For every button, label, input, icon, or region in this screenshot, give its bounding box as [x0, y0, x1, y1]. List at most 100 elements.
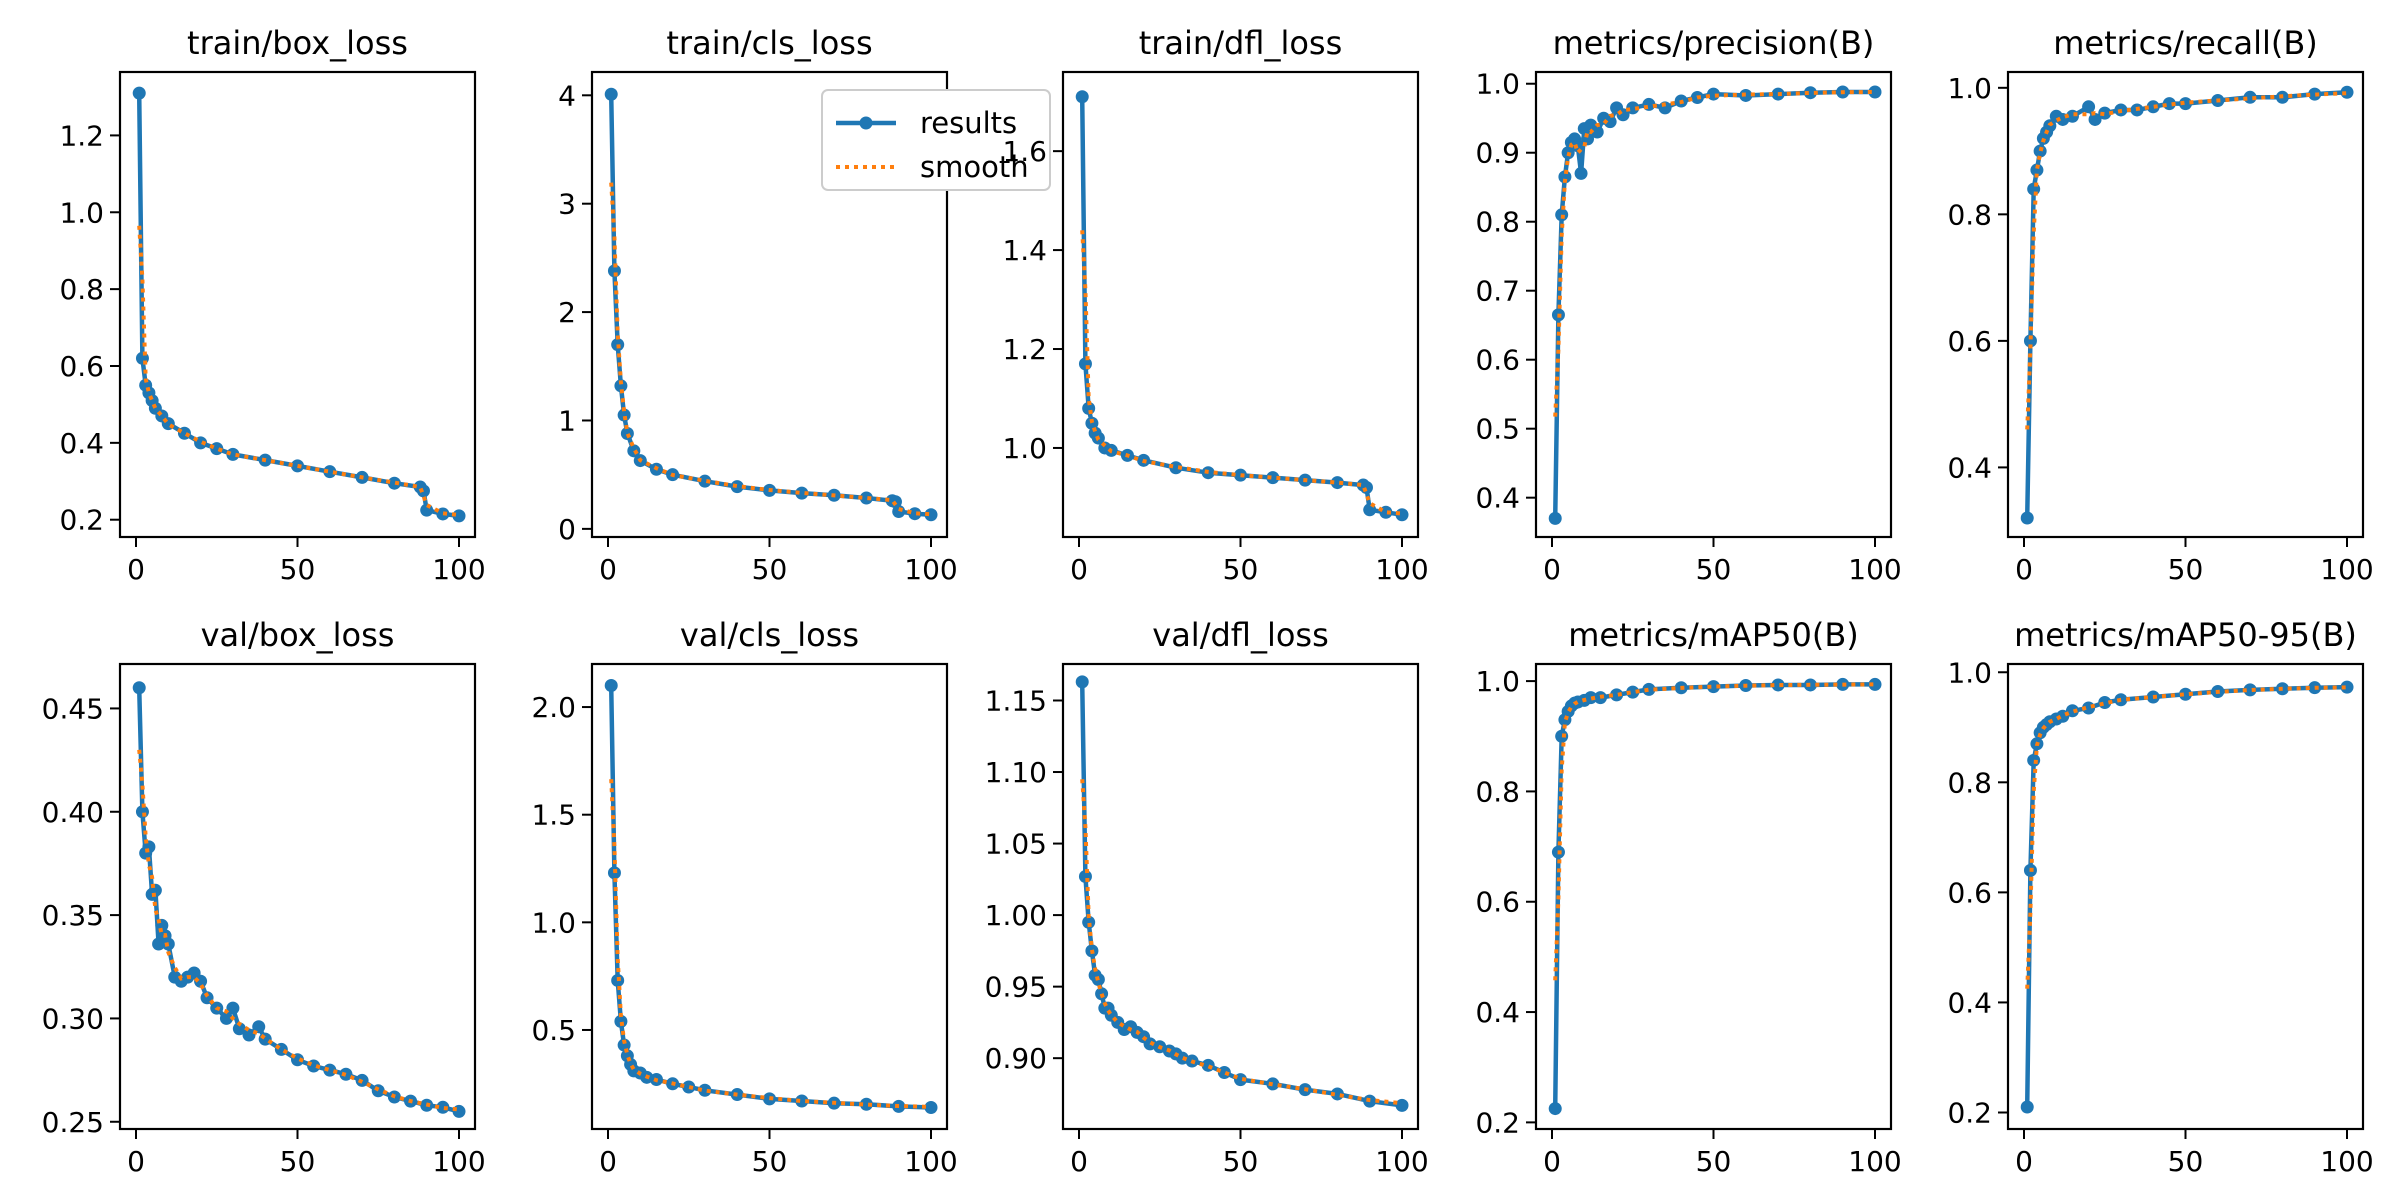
- plot-data-area: [1548, 677, 1882, 1116]
- x-tick-label: 0: [599, 553, 617, 586]
- x-tick-label: 0: [127, 553, 145, 586]
- plot-data-area: [604, 679, 938, 1114]
- subplot-6: val/box_loss 0 50 100 0.25 0.30 0.35 0.40 0.45: [42, 616, 486, 1178]
- smooth-line: [609, 779, 932, 1109]
- results-line: [136, 685, 462, 1114]
- y-tick-label: 1.05: [985, 828, 1047, 861]
- plot-title: val/dfl_loss: [1152, 616, 1329, 654]
- results-point: [1584, 691, 1598, 705]
- results-point: [795, 1094, 809, 1108]
- y-tick-label: 1.0: [1947, 72, 1992, 105]
- x-tick-label: 50: [1696, 1145, 1732, 1178]
- results-point: [795, 486, 809, 500]
- y-tick-label: 0.9: [1475, 137, 1520, 170]
- results-point: [132, 86, 146, 100]
- legend-smooth-label: smooth: [920, 150, 1029, 184]
- results-point: [2098, 106, 2112, 120]
- results-point: [682, 1080, 696, 1094]
- results-point: [614, 1014, 628, 1028]
- results-point: [252, 1020, 266, 1034]
- results-point: [2030, 163, 2044, 177]
- axes-frame: [2006, 662, 2365, 1131]
- x-tick-label: 50: [2168, 553, 2204, 586]
- plot-title: metrics/mAP50(B): [1568, 616, 1859, 654]
- results-point: [2027, 753, 2041, 767]
- legend-results-label: results: [920, 106, 1017, 140]
- y-tick-label: 0.5: [531, 1014, 576, 1047]
- results-point: [892, 505, 906, 519]
- results-point: [2146, 100, 2160, 114]
- y-tick-label: 0.6: [1947, 876, 1992, 909]
- x-tick-label: 0: [1070, 1145, 1088, 1178]
- smooth-line: [2025, 91, 2348, 430]
- results-point: [2033, 144, 2047, 158]
- x-tick-label: 50: [752, 553, 788, 586]
- plot-data-area: [604, 87, 938, 522]
- results-point: [2027, 182, 2041, 196]
- y-tick-label: 4: [558, 79, 576, 112]
- plot-data-area: [2020, 85, 2354, 525]
- results-line: [2024, 89, 2350, 521]
- x-tick-label: 0: [1543, 1145, 1561, 1178]
- smooth-line: [1080, 230, 1403, 516]
- smooth-line: [1553, 90, 1876, 417]
- results-point: [323, 1063, 337, 1077]
- axes-frame: [590, 70, 949, 539]
- y-tick-label: 0.6: [1947, 325, 1992, 358]
- x-tick-label: 0: [599, 1145, 617, 1178]
- plot-title: train/box_loss: [187, 24, 408, 62]
- results-point: [1082, 915, 1096, 929]
- results-line: [1552, 682, 1878, 1111]
- y-tick-label: 0.6: [1475, 886, 1520, 919]
- plot-data-area: [2020, 680, 2354, 1114]
- subplot-8: val/dfl_loss 0 50 100 0.90 0.95 1.00 1.05 1.10 1.…: [985, 616, 1429, 1178]
- results-point: [371, 1084, 385, 1098]
- y-tick-label: 0.2: [1475, 1106, 1520, 1139]
- axes-frame: [2006, 70, 2365, 539]
- y-tick-label: 0.6: [1475, 344, 1520, 377]
- y-tick-label: 1.15: [985, 684, 1047, 717]
- y-tick-label: 0.8: [1947, 198, 1992, 231]
- subplot-2: train/cls_loss 0 50 100 0 1 2 3 4 results smooth: [558, 24, 1051, 586]
- x-tick-label: 50: [752, 1145, 788, 1178]
- y-tick-label: 0.5: [1475, 413, 1520, 446]
- plot-data-area: [132, 681, 466, 1118]
- results-point: [1548, 1102, 1562, 1116]
- results-point: [2179, 687, 2192, 701]
- results-point: [607, 264, 621, 278]
- results-line: [608, 683, 934, 1110]
- results-point: [1085, 416, 1099, 430]
- y-tick-label: 1.2: [1002, 333, 1047, 366]
- y-tick-label: 1.00: [985, 899, 1047, 932]
- results-point: [1803, 86, 1817, 100]
- y-tick-label: 0.4: [1475, 996, 1520, 1029]
- results-point: [226, 1001, 240, 1015]
- smooth-line: [137, 225, 460, 517]
- results-line: [2024, 684, 2350, 1110]
- x-tick-label: 0: [2015, 553, 2033, 586]
- results-point: [1078, 357, 1092, 371]
- legend-frame: [821, 89, 1051, 191]
- y-tick-label: 1.4: [1002, 234, 1047, 267]
- y-tick-label: 0.4: [1475, 482, 1520, 515]
- results-point: [1075, 90, 1089, 104]
- y-tick-label: 0.7: [1475, 275, 1520, 308]
- results-point: [1707, 680, 1720, 694]
- x-tick-label: 0: [1070, 553, 1088, 586]
- results-point: [2088, 112, 2102, 126]
- axes-frame: [1534, 70, 1893, 539]
- results-point: [2043, 119, 2057, 133]
- results-point: [1266, 471, 1280, 485]
- results-point: [1571, 139, 1585, 153]
- results-point: [1558, 170, 1572, 184]
- results-point: [1868, 85, 1882, 99]
- y-tick-label: 1.0: [1947, 656, 1992, 689]
- plot-title: metrics/recall(B): [2053, 24, 2318, 62]
- plot-data-area: [1548, 85, 1882, 525]
- results-point: [1548, 511, 1562, 525]
- x-tick-label: 100: [432, 1145, 485, 1178]
- results-point: [1075, 675, 1089, 689]
- y-tick-label: 0.8: [1475, 206, 1520, 239]
- results-point: [604, 87, 618, 101]
